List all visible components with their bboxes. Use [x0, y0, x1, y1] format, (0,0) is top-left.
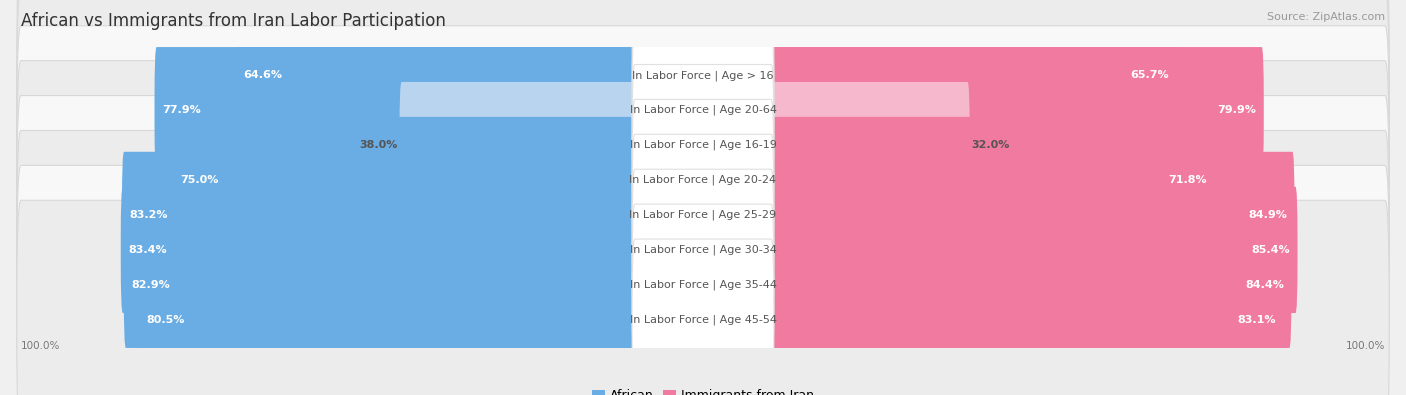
FancyBboxPatch shape: [124, 222, 637, 348]
Text: 77.9%: 77.9%: [162, 105, 201, 115]
FancyBboxPatch shape: [633, 64, 773, 226]
FancyBboxPatch shape: [155, 47, 637, 173]
Text: 82.9%: 82.9%: [131, 280, 170, 290]
FancyBboxPatch shape: [769, 117, 1213, 243]
FancyBboxPatch shape: [17, 200, 1389, 395]
Text: 32.0%: 32.0%: [972, 140, 1010, 150]
Text: 80.5%: 80.5%: [146, 315, 184, 325]
FancyBboxPatch shape: [236, 12, 637, 139]
Text: 84.9%: 84.9%: [1249, 210, 1286, 220]
FancyBboxPatch shape: [173, 117, 637, 243]
Legend: African, Immigrants from Iran: African, Immigrants from Iran: [588, 384, 818, 395]
FancyBboxPatch shape: [769, 256, 1284, 383]
Text: 100.0%: 100.0%: [21, 341, 60, 351]
Text: 64.6%: 64.6%: [243, 70, 283, 80]
FancyBboxPatch shape: [633, 100, 773, 261]
Text: In Labor Force | Age > 16: In Labor Force | Age > 16: [633, 70, 773, 81]
Text: Source: ZipAtlas.com: Source: ZipAtlas.com: [1267, 12, 1385, 22]
FancyBboxPatch shape: [399, 82, 637, 208]
Text: In Labor Force | Age 25-29: In Labor Force | Age 25-29: [630, 210, 776, 220]
FancyBboxPatch shape: [769, 222, 1291, 348]
FancyBboxPatch shape: [17, 61, 1389, 299]
Text: African vs Immigrants from Iran Labor Participation: African vs Immigrants from Iran Labor Pa…: [21, 12, 446, 30]
FancyBboxPatch shape: [121, 187, 637, 313]
Text: 38.0%: 38.0%: [359, 140, 398, 150]
Text: In Labor Force | Age 45-54: In Labor Force | Age 45-54: [630, 314, 776, 325]
Text: In Labor Force | Age 35-44: In Labor Force | Age 35-44: [630, 280, 776, 290]
Text: 83.1%: 83.1%: [1237, 315, 1275, 325]
Text: 83.4%: 83.4%: [128, 245, 167, 255]
FancyBboxPatch shape: [769, 152, 1295, 278]
Text: 84.4%: 84.4%: [1246, 280, 1284, 290]
FancyBboxPatch shape: [633, 134, 773, 295]
Text: In Labor Force | Age 20-24: In Labor Force | Age 20-24: [630, 175, 776, 185]
Text: 85.4%: 85.4%: [1251, 245, 1291, 255]
FancyBboxPatch shape: [769, 82, 970, 208]
FancyBboxPatch shape: [17, 166, 1389, 395]
FancyBboxPatch shape: [17, 130, 1389, 369]
FancyBboxPatch shape: [139, 256, 637, 383]
FancyBboxPatch shape: [633, 204, 773, 365]
FancyBboxPatch shape: [633, 0, 773, 156]
FancyBboxPatch shape: [17, 0, 1389, 195]
Text: In Labor Force | Age 20-64: In Labor Force | Age 20-64: [630, 105, 776, 115]
FancyBboxPatch shape: [633, 30, 773, 191]
Text: 79.9%: 79.9%: [1218, 105, 1257, 115]
FancyBboxPatch shape: [769, 12, 1177, 139]
FancyBboxPatch shape: [17, 0, 1389, 229]
FancyBboxPatch shape: [17, 26, 1389, 265]
FancyBboxPatch shape: [769, 47, 1264, 173]
Text: 75.0%: 75.0%: [180, 175, 218, 185]
Text: In Labor Force | Age 30-34: In Labor Force | Age 30-34: [630, 245, 776, 255]
FancyBboxPatch shape: [769, 187, 1298, 313]
Text: In Labor Force | Age 16-19: In Labor Force | Age 16-19: [630, 140, 776, 150]
FancyBboxPatch shape: [122, 152, 637, 278]
Text: 100.0%: 100.0%: [1346, 341, 1385, 351]
Text: 65.7%: 65.7%: [1130, 70, 1170, 80]
FancyBboxPatch shape: [633, 239, 773, 395]
Text: 71.8%: 71.8%: [1168, 175, 1206, 185]
Text: 83.2%: 83.2%: [129, 210, 167, 220]
FancyBboxPatch shape: [17, 96, 1389, 334]
FancyBboxPatch shape: [633, 169, 773, 331]
